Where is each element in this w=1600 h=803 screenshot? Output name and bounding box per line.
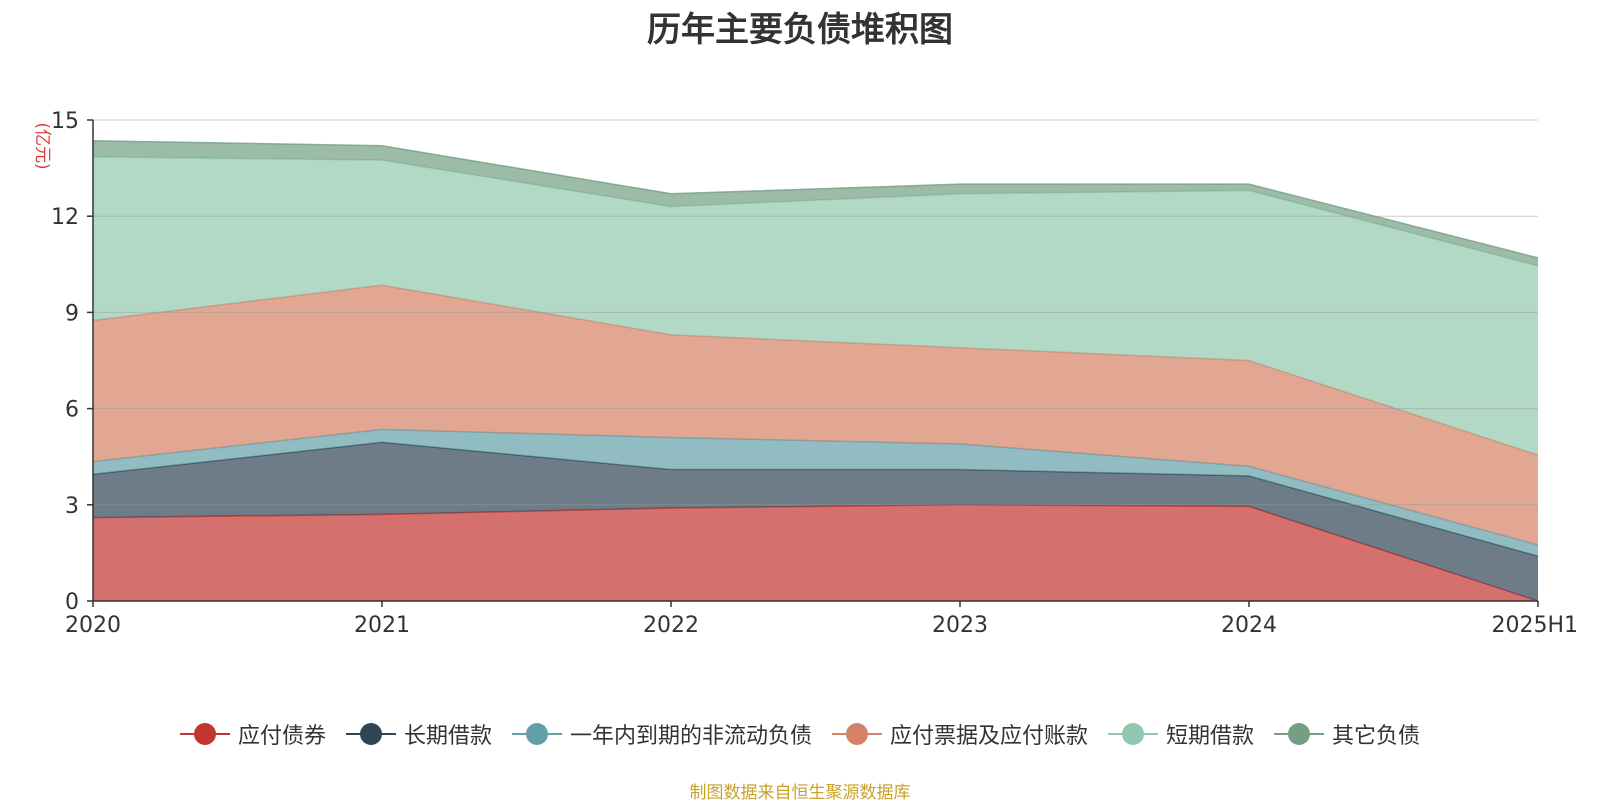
area-line-series-2 — [92, 428, 1539, 546]
legend-label: 短期借款 — [1166, 724, 1255, 749]
y-tick-label: 0 — [65, 590, 79, 615]
source-note: 制图数据来自恒生聚源数据库 — [689, 783, 911, 803]
legend-label: 一年内到期的非流动负债 — [569, 724, 812, 749]
x-tick-label: 2022 — [643, 613, 699, 638]
legend-item-3[interactable]: 应付票据及应付账款 — [832, 718, 1088, 750]
legend-item-2[interactable]: 一年内到期的非流动负债 — [511, 718, 812, 750]
area-series-1 — [93, 442, 1538, 601]
legend-item-1[interactable]: 长期借款 — [345, 718, 492, 750]
legend-label: 应付票据及应付账款 — [890, 724, 1089, 749]
x-tick-label: 2023 — [932, 613, 988, 638]
legend-label: 应付债券 — [237, 724, 326, 749]
legend-label: 长期借款 — [403, 724, 492, 749]
legend-item-4[interactable]: 短期借款 — [1108, 718, 1254, 750]
area-series-5 — [93, 140, 1538, 266]
y-tick-label: 9 — [65, 301, 79, 326]
y-tick-label: 3 — [65, 494, 79, 519]
legend-marker-icon — [1274, 721, 1325, 747]
legend-item-5[interactable]: 其它负债 — [1274, 718, 1420, 750]
x-tick-label: 2024 — [1221, 613, 1277, 638]
y-tick-label: 15 — [51, 109, 79, 134]
legend-marker-icon — [345, 721, 396, 747]
legend-marker-icon — [511, 721, 562, 747]
y-tick-label: 12 — [51, 205, 79, 230]
legend-marker-icon — [179, 721, 230, 747]
area-line-series-5 — [92, 140, 1539, 259]
chart-title: 历年主要负债堆积图 — [647, 10, 953, 50]
x-tick-label: 2020 — [65, 613, 121, 638]
area-series-4 — [93, 156, 1538, 456]
legend-label: 其它负债 — [1332, 724, 1421, 749]
chart-legend: 应付债券 长期借款 一年内到期的非流动负债 应付票据及应付账款 短期借款 其它负债 — [0, 718, 1600, 750]
area-series-0 — [93, 504, 1538, 601]
legend-marker-icon — [1108, 721, 1159, 747]
y-axis-label: (亿元) — [32, 122, 52, 169]
legend-item-0[interactable]: 应付债券 — [179, 718, 326, 750]
y-tick-label: 6 — [65, 398, 79, 423]
x-tick-label: 2025H1 — [1491, 613, 1578, 638]
x-tick-label: 2021 — [354, 613, 410, 638]
area-series-3 — [93, 285, 1538, 545]
legend-marker-icon — [832, 721, 882, 747]
